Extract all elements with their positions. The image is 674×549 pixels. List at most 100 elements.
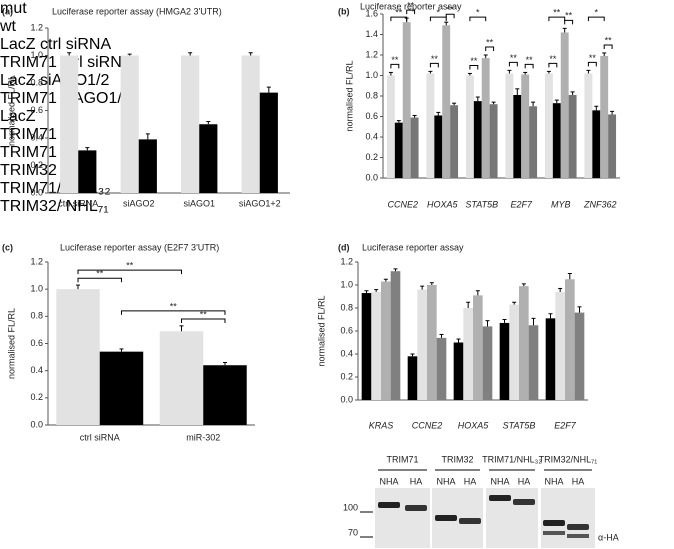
x-tick-label: siAGO2 [123,198,155,208]
error-bar [179,325,184,332]
bar [434,115,443,178]
legend-item: LacZ [0,108,674,126]
x-tick-label: STAT5B [503,420,536,430]
y-tick-label: 0.0 [365,172,378,182]
x-tick-label: KRAS [369,420,394,430]
legend-item: TRIM32/ NHL₇₁ [0,198,674,216]
error-bar [67,52,72,56]
y-tick-label: 1.2 [365,49,378,59]
bar [499,322,510,400]
y-tick-label: 0.4 [365,131,378,141]
significance-label: ** [589,53,597,63]
bar [120,55,139,193]
blot-band [489,495,511,501]
error-bar [467,72,472,76]
bar [513,94,522,178]
bar [450,105,459,178]
error-bar [567,273,572,280]
significance-label: ** [565,11,573,21]
error-bar [396,120,401,123]
bar [453,342,464,400]
significance-label: ** [126,261,134,271]
significance-label: * [437,7,441,17]
blot-band [405,505,427,511]
y-tick-label: 0.0 [30,419,43,429]
error-bar [248,52,253,56]
bar [199,124,218,193]
blot-band [435,515,457,521]
y-tick-label: 0.8 [365,90,378,100]
significance-label: ** [391,55,399,65]
error-bar [393,268,398,272]
significance-label: ** [170,301,178,311]
error-bar [475,96,480,102]
significance-bracket [445,13,455,19]
significance-bracket [181,318,226,324]
error-bar [570,91,575,95]
error-bar [502,319,507,323]
bar [608,114,617,178]
blot-band [459,518,481,524]
error-bar [429,282,434,285]
bar [371,291,381,400]
bar [417,289,427,400]
bar [361,293,372,400]
blot-lane: NHA [379,476,398,486]
x-tick-label: E2F7 [554,420,577,430]
error-bar [383,278,388,282]
blot-lane: NHA [490,476,509,486]
error-bar [577,306,582,313]
x-tick-label: CCNE2 [412,420,443,430]
x-tick-label: HOXA5 [458,420,490,430]
error-bar [388,71,393,76]
legend-label: wt [0,18,16,35]
y-tick-label: 1.6 [365,8,378,18]
x-tick-label: ctrl siRNA [80,432,120,442]
bar [552,103,561,178]
bar [473,295,483,400]
bar [390,271,401,400]
significance-label: * [476,7,480,17]
bar [410,117,419,178]
bar [482,326,493,400]
bar [427,285,437,400]
error-bar [562,27,567,33]
blot-band [543,520,565,526]
y-tick-label: 0.4 [30,365,43,375]
y-tick-label: 0.2 [30,160,43,170]
y-axis-title: normalised FL/RL [6,308,16,379]
legend: LacZ TRIM71 [0,108,674,144]
legend-item: TRIM71 [0,144,674,162]
significance-bracket [587,16,605,22]
significance-bracket [390,63,400,69]
error-bar [558,287,563,292]
blot-gel [541,488,595,548]
bar [463,308,473,400]
legend-item: wt [0,18,674,36]
legend-label: LacZ [0,108,36,125]
significance-bracket [508,61,518,67]
blot-marker: 70 [348,527,358,537]
error-bar [428,70,433,74]
error-bar [554,99,559,104]
error-bar [521,283,526,287]
error-bar [412,114,417,118]
blot-construct: TRIM71 [386,454,418,464]
y-tick-label: 0.6 [365,111,378,121]
error-bar [85,147,90,151]
bar [600,56,609,178]
bar [489,104,498,178]
legend-label: LacZ siAGO1/2 [0,72,110,89]
bar [544,73,553,178]
error-bar [531,317,536,326]
x-tick-label: MYB [551,199,571,209]
legend-label: TRIM32 [0,162,57,179]
significance-label: ** [431,54,439,64]
legend-label: TRIM32/ NHL₇₁ [0,198,109,215]
bar [407,356,418,400]
error-bar [546,70,551,74]
error-bar [444,21,449,26]
significance-label: ** [96,269,104,279]
bar [436,337,447,400]
